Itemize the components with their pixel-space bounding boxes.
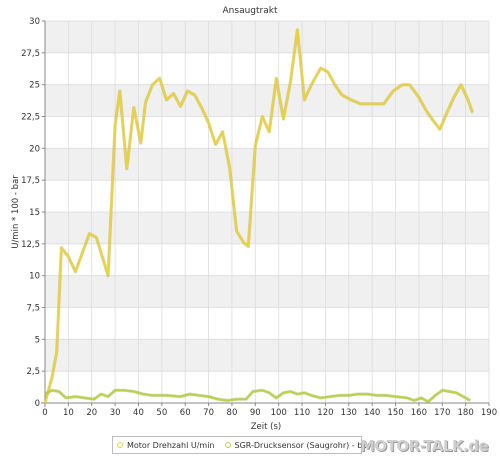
x-tick-label: 100 <box>271 408 287 418</box>
y-tick-label: 27,5 <box>21 49 40 59</box>
grid-band <box>45 339 489 372</box>
x-tick-label: 150 <box>387 408 403 418</box>
x-tick-label: 160 <box>411 408 427 418</box>
watermark-logo: MOTOR-TALK.de <box>360 437 489 455</box>
x-tick-label: 90 <box>250 408 261 418</box>
x-tick-label: 20 <box>86 408 97 418</box>
y-tick-label: 22,5 <box>21 113 40 123</box>
chart-title: Ansaugtrakt <box>223 6 278 16</box>
legend: Motor Drehzahl U/min SGR-Drucksensor (Sa… <box>112 436 370 454</box>
y-tick-label: 30 <box>29 17 40 27</box>
legend-item-sgr: SGR-Drucksensor (Saugrohr) - bar <box>224 440 371 450</box>
series-lines <box>43 28 475 404</box>
axes <box>41 21 489 407</box>
y-tick-label: 0 <box>35 399 40 409</box>
grid-band <box>45 275 489 308</box>
x-tick-label: 120 <box>317 408 333 418</box>
x-axis-ticks: 0 10 20 30 40 50 60 70 80 90 100 110 120 130 140 150 160… <box>42 403 497 418</box>
legend-label-sgr: SGR-Drucksensor (Saugrohr) - bar <box>234 440 371 450</box>
series-line-sgr <box>44 389 471 403</box>
y-tick-label: 20 <box>29 144 40 154</box>
x-tick-label: 130 <box>341 408 357 418</box>
x-tick-label: 10 <box>63 408 74 418</box>
legend-marker-sgr <box>224 442 231 448</box>
y-axis-title: U/min * 100 - bar <box>11 175 21 249</box>
y-tick-label: 5 <box>35 335 40 345</box>
x-tick-label: 50 <box>156 408 167 418</box>
y-tick-label: 15 <box>29 208 40 218</box>
y-tick-label: 12,5 <box>21 240 40 250</box>
x-axis-title: Zeit (s) <box>251 422 282 432</box>
x-tick-label: 0 <box>42 408 47 418</box>
y-tick-label: 25 <box>29 81 40 91</box>
legend-label-motor: Motor Drehzahl U/min <box>127 440 215 450</box>
grid-band <box>45 148 489 181</box>
x-tick-label: 30 <box>110 408 121 418</box>
x-tick-label: 190 <box>481 408 497 418</box>
x-tick-label: 40 <box>133 408 144 418</box>
x-tick-label: 170 <box>434 408 450 418</box>
x-tick-label: 140 <box>364 408 380 418</box>
x-tick-label: 80 <box>227 408 238 418</box>
y-tick-label: 2,5 <box>26 367 40 377</box>
x-tick-label: 60 <box>180 408 191 418</box>
grid-band <box>45 212 489 244</box>
y-tick-label: 10 <box>29 272 40 282</box>
legend-item-motor: Motor Drehzahl U/min <box>117 441 215 450</box>
y-tick-label: 7,5 <box>26 304 40 314</box>
grid-lines <box>44 20 490 404</box>
x-tick-label: 70 <box>203 408 214 418</box>
legend-marker-motor <box>117 442 123 448</box>
x-tick-label: 180 <box>458 408 474 418</box>
x-tick-label: 110 <box>294 408 310 418</box>
y-axis-ticks: 0 2,5 5 7,5 10 12,5 15 17,5 20 22,5 25 27,5 30 <box>21 17 45 409</box>
y-tick-label: 17,5 <box>21 176 40 186</box>
series-line-motor <box>44 28 474 404</box>
grid-band <box>45 21 489 53</box>
